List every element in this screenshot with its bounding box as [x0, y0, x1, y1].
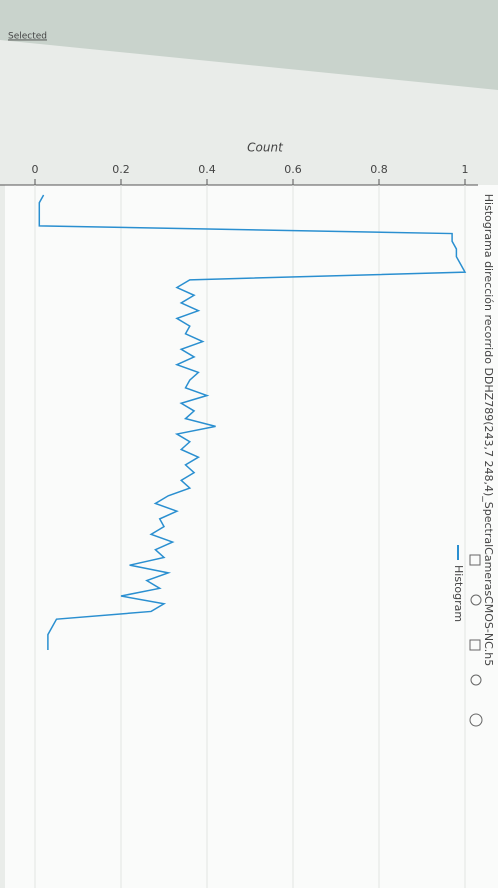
toolbar: [469, 554, 483, 727]
y-tick-label: 0.4: [198, 163, 216, 176]
y-tick-label: 0: [32, 163, 39, 176]
zoom-icon[interactable]: [470, 594, 482, 606]
y-tick-label: 1: [462, 163, 469, 176]
pan-icon[interactable]: [469, 554, 481, 566]
y-tick-label: 0.6: [284, 163, 302, 176]
help-icon[interactable]: [469, 713, 483, 727]
legend-label: Histogram: [452, 565, 465, 622]
chart-title: Histograma dirección recorrido DDHZ789(2…: [482, 194, 495, 666]
plot-area: [5, 185, 498, 888]
top-bar: [0, 0, 498, 90]
reset-icon[interactable]: [470, 674, 482, 686]
y-tick-label: 0.8: [370, 163, 388, 176]
save-icon[interactable]: [469, 639, 481, 651]
tab-label[interactable]: Selected: [8, 32, 47, 42]
chart: Histograma dirección recorrido DDHZ789(2…: [0, 141, 495, 888]
y-tick-label: 0.2: [112, 163, 130, 176]
y-axis-label: Count: [247, 141, 284, 155]
line: [38, 194, 467, 650]
